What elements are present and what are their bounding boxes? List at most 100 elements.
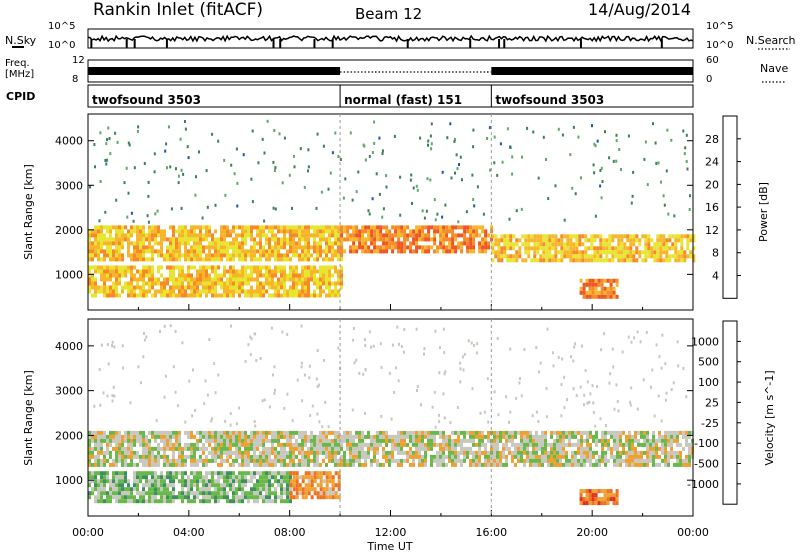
velocity-cell [241,479,244,484]
velocity-cell [328,458,331,463]
velocity-cell [463,446,466,451]
velocity-cell [589,442,592,447]
power-cell [415,241,419,246]
velocity-cell [154,471,157,476]
power-cell [620,254,624,259]
power-cell [337,245,340,250]
power-cell [548,254,552,259]
velocity-cell [579,497,583,502]
velocity-cell [523,430,526,435]
velocity-cell [199,438,202,443]
velocity-cell [322,491,326,496]
power-cell [599,250,603,255]
power-cell [217,293,220,298]
power-cell [617,242,621,247]
velocity-cell [172,450,175,455]
power-cell [612,290,616,295]
power-cell [310,245,313,250]
power-cell [229,241,232,246]
velocity-cell [427,434,430,439]
power-cell [343,225,347,230]
power-cell [656,242,660,247]
velocity-cell [247,462,250,467]
power-cell [578,250,582,255]
velocity-cell [394,446,397,451]
power-cell [588,278,592,283]
power-cell [169,269,172,274]
velocity-cell [136,434,139,439]
power-cell [403,233,407,238]
velocity-cell [310,450,313,455]
power-cell [88,253,91,258]
velocity-cell [397,450,400,455]
velocity-colorbar-tick-label: 1000 [691,335,719,348]
velocity-cell [283,499,286,504]
velocity-sparse-cell [496,336,499,340]
power-sparse-cell [381,152,384,155]
power-cell [178,237,181,242]
velocity-cell [612,493,616,498]
power-cell [481,237,485,242]
power-cell [328,225,331,230]
velocity-cell [340,434,343,439]
velocity-cell [223,483,226,488]
power-cell [560,250,564,255]
power-cell [130,289,133,294]
power-cell [442,241,446,246]
power-cell [274,273,277,278]
velocity-cell [439,454,442,459]
velocity-y-axis-label: Slant Range [km] [22,370,35,466]
power-cell [337,257,340,262]
power-cell [106,237,109,242]
velocity-cell [547,442,550,447]
velocity-cell [328,487,332,492]
power-cell [283,281,286,286]
power-cell [250,277,253,282]
power-sparse-cell [373,120,376,124]
power-cell [575,234,579,239]
velocity-cell [133,483,136,488]
power-sparse-cell [683,152,686,156]
velocity-cell [583,462,586,467]
power-cell [662,238,666,243]
velocity-cell [496,458,499,463]
power-sparse-cell [94,165,96,169]
velocity-cell [316,450,319,455]
power-sparse-cell [175,167,177,171]
velocity-cell [457,458,460,463]
power-cell [445,249,449,254]
velocity-cell [184,446,187,451]
power-cell [475,233,479,238]
power-cell [442,225,446,230]
velocity-cell [454,430,457,435]
velocity-cell [397,442,400,447]
velocity-cell [148,450,151,455]
velocity-cell [274,491,277,496]
velocity-cell [244,446,247,451]
velocity-cell [571,462,574,467]
power-cell [436,229,440,234]
velocity-cell [190,499,193,504]
power-cell [103,233,106,238]
power-cell [584,254,588,259]
velocity-cell [145,479,148,484]
power-cell [349,249,353,254]
power-cell [379,249,383,254]
velocity-colorbar-tick-label: -500 [694,458,719,471]
power-cell [427,237,431,242]
velocity-cell [103,458,106,463]
power-cell [484,233,488,238]
power-cell [190,289,193,294]
power-cell [322,233,325,238]
power-cell [391,241,395,246]
power-cell [533,254,537,259]
velocity-cell [94,458,97,463]
velocity-cell [166,499,169,504]
power-cell [581,242,585,247]
velocity-cell [262,430,265,435]
velocity-cell [313,434,316,439]
power-cell [638,254,642,259]
power-cell [337,253,340,258]
velocity-cell [121,450,124,455]
